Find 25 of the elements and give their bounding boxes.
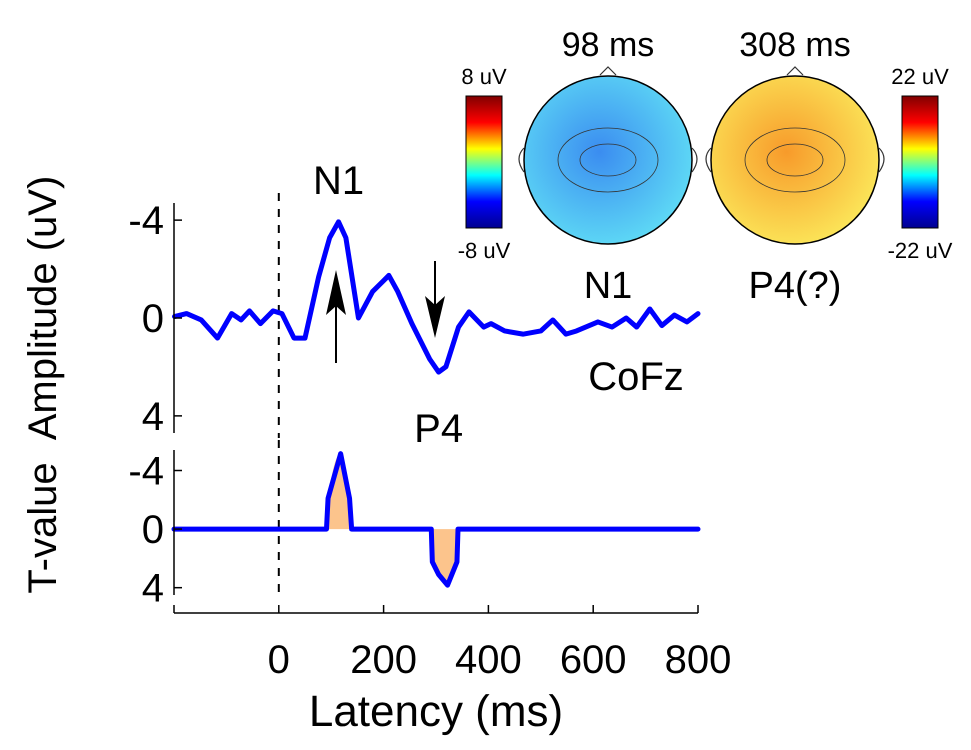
x-tick-label: 600 [560, 638, 627, 682]
y-tick-label: 0 [142, 297, 164, 341]
annotation: CoFz [588, 355, 684, 399]
x-tick-label: 200 [350, 638, 417, 682]
annotation: N1 [584, 265, 632, 307]
text: P4(?) [748, 265, 842, 307]
y-tick-label: 4 [142, 566, 164, 611]
y-tick-label: -4 [128, 450, 164, 494]
x-axis-title: Latency (ms) [308, 687, 564, 736]
annotation: P4 [414, 407, 464, 452]
y-axis-title: T-value [21, 462, 65, 594]
y-tick-label: 0 [142, 508, 164, 552]
y-tick-label: -4 [128, 199, 164, 244]
x-tick-label: 800 [664, 638, 732, 682]
annotation: N1 [312, 158, 364, 203]
text: 308 ms [739, 26, 851, 64]
annotation: -8 uV [458, 238, 511, 263]
y-axis-title: Amplitude (uV) [21, 176, 65, 440]
text: 98 ms [562, 26, 654, 64]
text: 8 uV [461, 64, 507, 89]
x-tick-label: 0 [268, 638, 290, 682]
y-tick-label: 4 [142, 394, 164, 439]
text: 22 uV [891, 64, 950, 89]
text: -22 uV [888, 238, 953, 263]
x-tick-label: 400 [455, 638, 522, 682]
